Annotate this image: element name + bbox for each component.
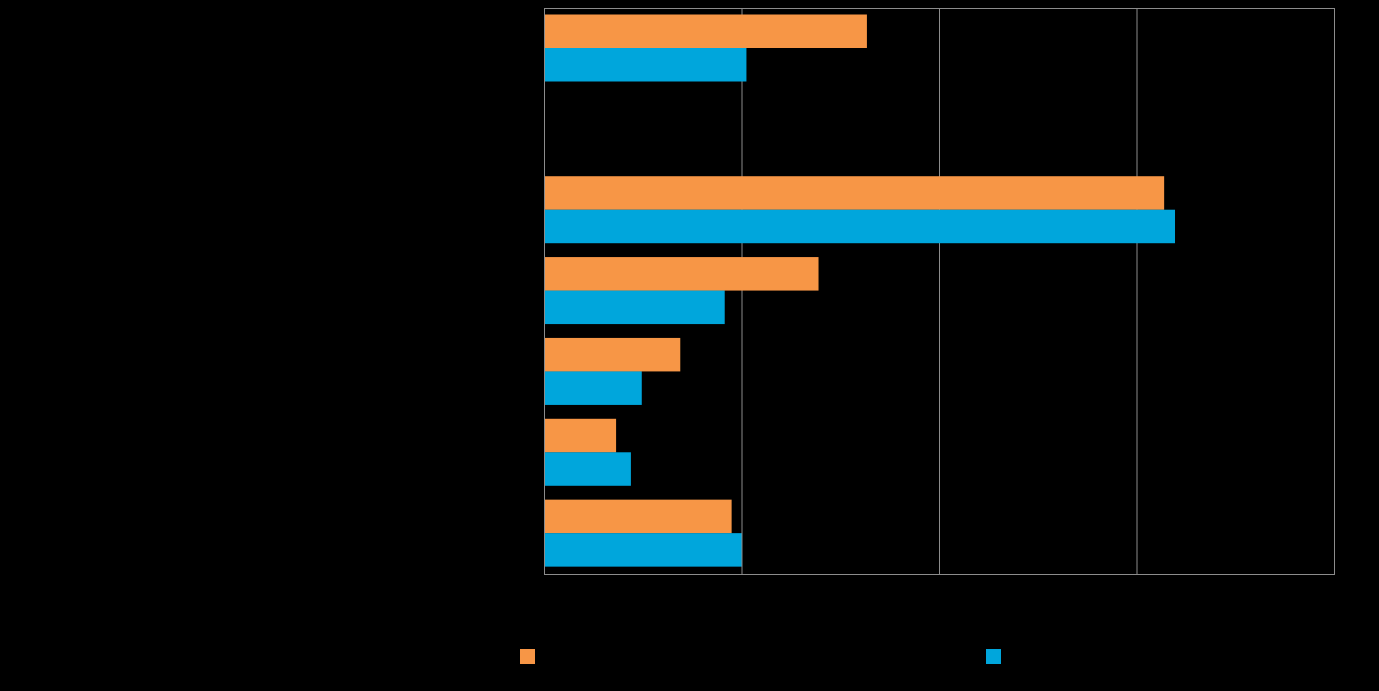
legend-swatch-series1 bbox=[520, 649, 535, 664]
bar-series2-cat1 bbox=[544, 48, 747, 82]
bar-series1-cat1 bbox=[544, 14, 867, 48]
bar-series1-cat5 bbox=[544, 337, 681, 372]
bar-series1-cat3 bbox=[544, 176, 1165, 210]
bar-series2-cat6 bbox=[544, 452, 631, 486]
bar-series2-cat7 bbox=[544, 533, 742, 567]
axes bbox=[544, 8, 1335, 575]
legend-swatch-series2 bbox=[986, 649, 1001, 664]
bar-series2-cat4 bbox=[544, 290, 725, 325]
bar-series1-cat4 bbox=[544, 257, 819, 291]
bar-series1-cat7 bbox=[544, 499, 732, 534]
bar-series2-cat3 bbox=[544, 209, 1176, 244]
bars bbox=[544, 14, 1176, 567]
bar-series1-cat6 bbox=[544, 418, 617, 453]
bar-series2-cat5 bbox=[544, 371, 642, 405]
legend bbox=[520, 649, 1001, 664]
